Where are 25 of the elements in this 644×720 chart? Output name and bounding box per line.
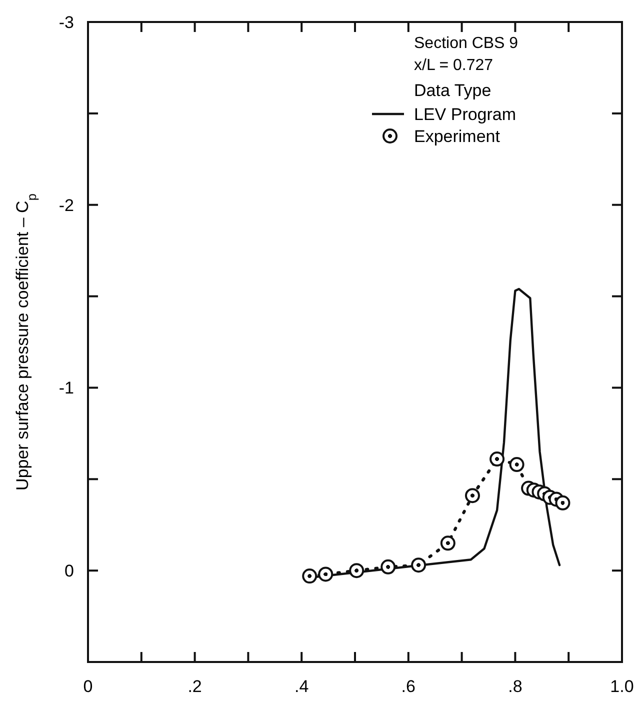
point bbox=[349, 563, 364, 578]
point bbox=[380, 559, 396, 574]
annotation: Section CBS 9 bbox=[414, 35, 518, 52]
x-tick-label: .8 bbox=[508, 677, 522, 696]
x-tick-label: .2 bbox=[188, 677, 202, 696]
y-tick-label: -1 bbox=[58, 378, 74, 398]
point bbox=[318, 566, 334, 582]
point bbox=[411, 558, 426, 573]
x-tick-label: 1.0 bbox=[610, 677, 634, 696]
point bbox=[302, 568, 318, 584]
y-tick-label: -2 bbox=[58, 196, 74, 215]
x-tick-label: .6 bbox=[401, 677, 416, 696]
x-tick-label: .4 bbox=[294, 677, 309, 696]
legend-title: Data Type bbox=[414, 81, 492, 100]
annotation: x/L = 0.727 bbox=[414, 57, 494, 74]
y-tick-label: -3 bbox=[58, 12, 74, 32]
y-tick-label: 0 bbox=[64, 562, 74, 581]
point bbox=[440, 536, 456, 551]
x-tick-label: 0 bbox=[83, 677, 93, 696]
legend-label: LEV Program bbox=[414, 105, 516, 124]
point bbox=[490, 452, 505, 467]
point bbox=[464, 488, 480, 504]
legend-label: Experiment bbox=[414, 127, 500, 146]
point bbox=[555, 495, 570, 510]
point bbox=[509, 457, 524, 472]
